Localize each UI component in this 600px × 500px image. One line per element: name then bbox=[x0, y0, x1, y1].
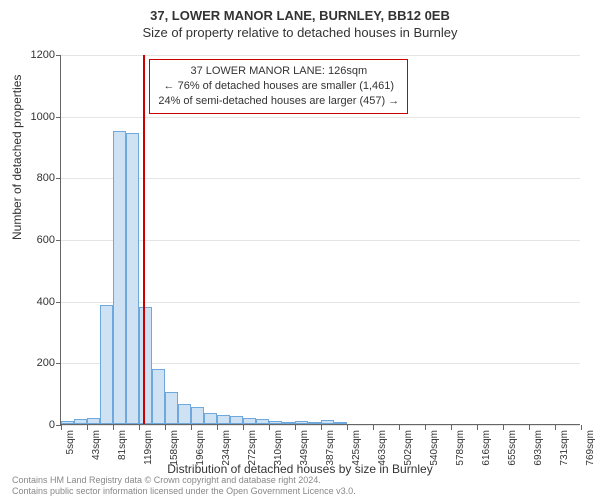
histogram-bar bbox=[113, 131, 126, 424]
x-axis-label: Distribution of detached houses by size … bbox=[0, 462, 600, 476]
x-tick bbox=[269, 425, 270, 430]
x-tick bbox=[555, 425, 556, 430]
x-tick bbox=[191, 425, 192, 430]
chart-title: 37, LOWER MANOR LANE, BURNLEY, BB12 0EB bbox=[0, 0, 600, 23]
histogram-bar bbox=[165, 392, 178, 424]
x-tick bbox=[581, 425, 582, 430]
histogram-bar bbox=[308, 422, 321, 424]
y-tick bbox=[56, 302, 61, 303]
histogram-bar bbox=[191, 407, 204, 424]
histogram-bar bbox=[321, 420, 334, 424]
histogram-bar bbox=[100, 305, 113, 424]
property-marker-line bbox=[143, 55, 145, 424]
y-tick-label: 400 bbox=[15, 296, 55, 308]
chart-container: 37, LOWER MANOR LANE, BURNLEY, BB12 0EB … bbox=[0, 0, 600, 500]
x-tick bbox=[477, 425, 478, 430]
histogram-bar bbox=[178, 404, 191, 424]
x-tick bbox=[347, 425, 348, 430]
histogram-bar bbox=[152, 369, 166, 425]
annotation-line: ← 76% of detached houses are smaller (1,… bbox=[158, 79, 399, 94]
annotation-box: 37 LOWER MANOR LANE: 126sqm← 76% of deta… bbox=[149, 59, 408, 114]
plot: 0200400600800100012005sqm43sqm81sqm119sq… bbox=[60, 55, 580, 425]
x-tick bbox=[451, 425, 452, 430]
y-tick bbox=[56, 240, 61, 241]
footer-attribution: Contains HM Land Registry data © Crown c… bbox=[12, 475, 356, 497]
y-tick bbox=[56, 117, 61, 118]
x-tick bbox=[113, 425, 114, 430]
x-tick bbox=[399, 425, 400, 430]
annotation-line: 24% of semi-detached houses are larger (… bbox=[158, 94, 399, 109]
histogram-bar bbox=[282, 422, 295, 424]
histogram-bar bbox=[269, 421, 283, 424]
y-tick-label: 0 bbox=[15, 419, 55, 431]
histogram-bar bbox=[295, 421, 308, 424]
x-tick bbox=[503, 425, 504, 430]
histogram-bar bbox=[334, 422, 347, 424]
histogram-bar bbox=[217, 415, 230, 424]
histogram-bar bbox=[61, 421, 74, 424]
gridline bbox=[61, 178, 580, 179]
y-tick bbox=[56, 178, 61, 179]
chart-subtitle: Size of property relative to detached ho… bbox=[0, 23, 600, 40]
histogram-bar bbox=[126, 133, 139, 424]
histogram-bar bbox=[230, 416, 243, 424]
y-tick-label: 1000 bbox=[15, 111, 55, 123]
gridline bbox=[61, 55, 580, 56]
x-tick bbox=[373, 425, 374, 430]
y-tick bbox=[56, 55, 61, 56]
footer-line: Contains public sector information licen… bbox=[12, 486, 356, 497]
histogram-bar bbox=[256, 419, 269, 424]
gridline bbox=[61, 240, 580, 241]
x-tick bbox=[243, 425, 244, 430]
histogram-bar bbox=[87, 418, 100, 424]
x-tick bbox=[295, 425, 296, 430]
y-axis-label: Number of detached properties bbox=[10, 75, 24, 240]
x-tick bbox=[87, 425, 88, 430]
y-tick-label: 200 bbox=[15, 357, 55, 369]
gridline bbox=[61, 302, 580, 303]
plot-area: 0200400600800100012005sqm43sqm81sqm119sq… bbox=[60, 55, 580, 425]
x-tick bbox=[321, 425, 322, 430]
y-tick-label: 1200 bbox=[15, 49, 55, 61]
x-tick bbox=[217, 425, 218, 430]
gridline bbox=[61, 117, 580, 118]
x-tick bbox=[139, 425, 140, 430]
x-tick bbox=[425, 425, 426, 430]
x-tick bbox=[529, 425, 530, 430]
y-tick bbox=[56, 363, 61, 364]
annotation-line: 37 LOWER MANOR LANE: 126sqm bbox=[158, 64, 399, 79]
footer-line: Contains HM Land Registry data © Crown c… bbox=[12, 475, 356, 486]
x-tick bbox=[61, 425, 62, 430]
histogram-bar bbox=[204, 413, 217, 424]
histogram-bar bbox=[74, 419, 87, 424]
y-tick-label: 600 bbox=[15, 234, 55, 246]
x-tick bbox=[165, 425, 166, 430]
y-tick-label: 800 bbox=[15, 172, 55, 184]
histogram-bar bbox=[243, 418, 256, 424]
